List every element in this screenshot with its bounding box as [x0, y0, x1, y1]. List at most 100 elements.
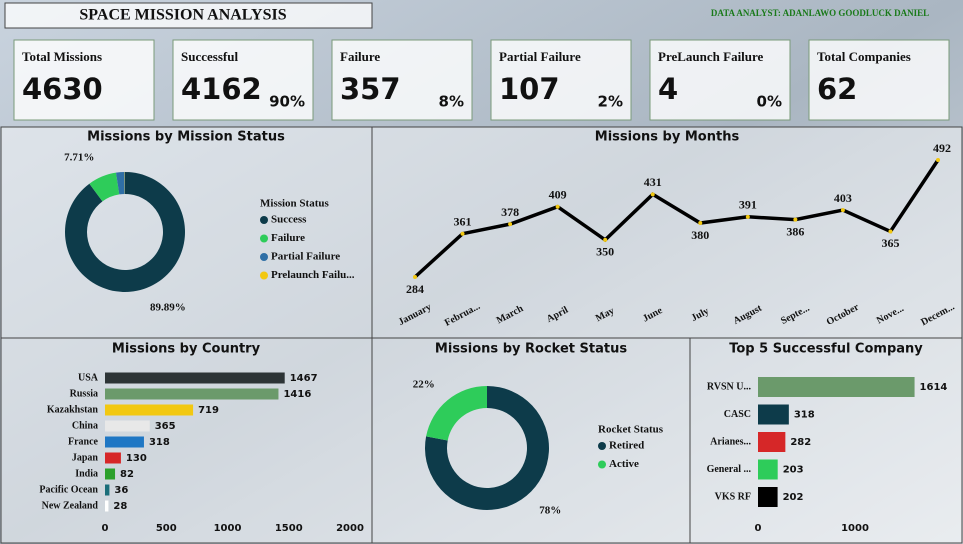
bar — [758, 404, 789, 425]
data-label: 282 — [790, 437, 811, 448]
bar — [105, 436, 144, 448]
point — [603, 237, 608, 242]
y-tick-label: VKS RF — [715, 491, 751, 502]
value-label: 7.71% — [64, 152, 94, 164]
data-label: 318 — [149, 437, 170, 448]
point — [460, 231, 465, 236]
value-label: 89.89% — [150, 302, 186, 314]
y-tick-label: Japan — [72, 452, 99, 463]
x-tick-label: 1000 — [214, 523, 242, 534]
kpi-percent: 90% — [269, 93, 305, 111]
bar — [105, 500, 109, 512]
data-label: 130 — [126, 453, 147, 464]
kpi-label: Partial Failure — [499, 49, 581, 64]
point — [698, 221, 703, 225]
donut-slice — [426, 386, 487, 441]
kpi-value: 107 — [499, 72, 560, 106]
kpi-percent: 2% — [598, 93, 623, 111]
legend-marker — [260, 271, 268, 280]
x-tick-label: 0 — [755, 523, 762, 534]
legend-marker — [260, 216, 268, 224]
y-tick-label: General ... — [707, 464, 752, 475]
y-tick-label: China — [72, 420, 98, 431]
y-tick-label: CASC — [724, 409, 751, 420]
chart-title: Missions by Months — [595, 130, 740, 145]
kpi-card — [172, 39, 314, 121]
value-label: 22% — [413, 378, 435, 390]
kpi-label: Total Companies — [817, 49, 911, 64]
kpi-label: Total Missions — [22, 49, 102, 64]
data-label: 82 — [120, 469, 134, 480]
donut-slice — [115, 172, 125, 195]
data-label: 365 — [155, 421, 176, 432]
legend-label: Failure — [271, 232, 305, 244]
legend-label: Retired — [609, 440, 644, 452]
kpi-value: 357 — [340, 72, 401, 106]
point — [840, 208, 845, 213]
point — [745, 214, 750, 219]
legend-marker — [598, 442, 606, 450]
kpi-percent: 8% — [439, 93, 464, 111]
data-label: 386 — [786, 224, 804, 238]
point — [650, 192, 655, 197]
data-label: 403 — [834, 191, 852, 205]
legend-label: Active — [609, 458, 639, 470]
kpi-label: PreLaunch Failure — [658, 49, 764, 64]
data-label: 378 — [501, 205, 519, 219]
line — [413, 159, 940, 279]
bar — [105, 420, 150, 432]
y-tick-label: France — [68, 436, 99, 447]
y-tick-label: Arianes... — [710, 436, 751, 447]
analyst: DATA ANALYST: ADANLAWO GOODLUCK DANIEL — [711, 8, 929, 18]
data-label: 492 — [933, 141, 951, 155]
legend-label: Success — [271, 214, 307, 226]
y-tick-label: USA — [78, 372, 99, 383]
legend-label: Prelaunch Failu... — [271, 269, 355, 281]
data-label: 1416 — [283, 389, 311, 400]
chart-title: Top 5 Successful Company — [729, 342, 923, 357]
x-tick-label: 2000 — [336, 523, 364, 534]
donut-slice — [425, 385, 549, 510]
bar — [758, 487, 778, 507]
legend-marker — [260, 234, 268, 243]
data-label: 391 — [739, 198, 757, 212]
data-label: 202 — [783, 492, 804, 503]
point — [888, 229, 893, 234]
point — [555, 204, 560, 209]
x-tick-label: 0 — [102, 523, 109, 534]
data-label: 36 — [114, 485, 128, 496]
legend-marker — [598, 460, 606, 469]
dashboard-title: SPACE MISSION ANALYSIS — [79, 7, 286, 24]
kpi-label: Successful — [181, 49, 238, 64]
bar — [758, 377, 915, 397]
kpi-card — [13, 39, 155, 121]
y-tick-label: Kazakhstan — [47, 404, 99, 415]
kpi-value: 4630 — [22, 72, 103, 106]
legend-title: Mission Status — [260, 198, 329, 210]
panel — [0, 126, 373, 339]
data-label: 431 — [644, 175, 662, 189]
y-tick-label: RVSN U... — [707, 381, 752, 392]
point — [936, 158, 940, 162]
data-label: 284 — [406, 282, 424, 296]
panel — [689, 337, 963, 544]
kpi-card — [490, 39, 632, 121]
kpi-percent: 0% — [757, 93, 782, 111]
bar — [105, 468, 116, 480]
bar — [758, 459, 778, 480]
data-label: 203 — [783, 465, 804, 476]
y-tick-label: Russia — [70, 388, 98, 399]
bar — [105, 452, 121, 464]
donut-slice — [65, 172, 186, 292]
bar — [105, 388, 279, 400]
kpi-card — [331, 39, 473, 121]
data-label: 361 — [454, 214, 472, 228]
kpi-value: 4 — [658, 72, 678, 106]
kpi-card — [649, 39, 791, 121]
kpi-label: Failure — [340, 49, 380, 64]
point — [793, 217, 798, 222]
title-box — [4, 2, 373, 29]
x-tick-label: 1500 — [275, 523, 303, 534]
bar — [105, 484, 110, 496]
